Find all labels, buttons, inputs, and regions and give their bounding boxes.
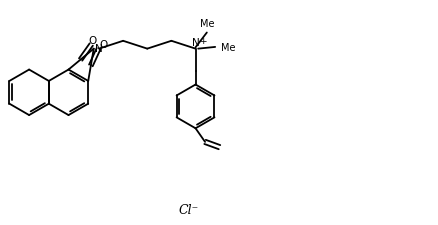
Text: Cl⁻: Cl⁻: [178, 203, 198, 216]
Text: O: O: [88, 36, 96, 46]
Text: Me: Me: [199, 19, 214, 29]
Text: O: O: [99, 39, 107, 49]
Text: Me: Me: [220, 43, 235, 53]
Text: N: N: [95, 44, 103, 54]
Text: N: N: [191, 38, 199, 48]
Text: +: +: [198, 37, 206, 46]
